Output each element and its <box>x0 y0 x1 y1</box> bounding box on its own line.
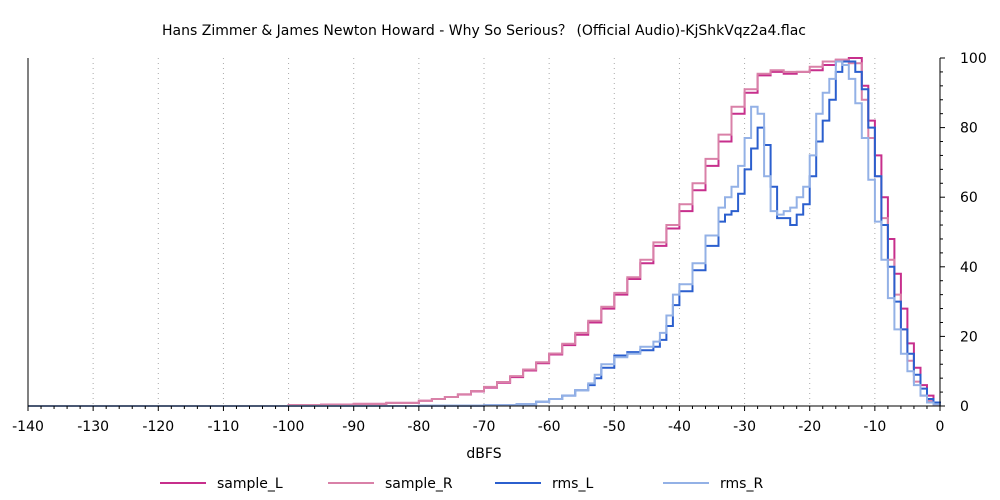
x-tick-label: -80 <box>407 419 430 435</box>
plot-series <box>28 57 941 407</box>
x-tick-label: -20 <box>798 419 821 435</box>
x-tick-label: -140 <box>12 419 44 435</box>
x-tick-label: -40 <box>668 419 691 435</box>
chart-title: Hans Zimmer & James Newton Howard - Why … <box>162 23 806 39</box>
series-line-sample-R <box>28 58 941 407</box>
series-line-rms-R <box>28 60 941 407</box>
y-tick-label: 0 <box>960 399 969 415</box>
x-tick-label: -120 <box>142 419 174 435</box>
x-tick-label: -70 <box>473 419 496 435</box>
x-tick-label: -110 <box>208 419 240 435</box>
x-axis-label: dBFS <box>466 446 501 462</box>
legend-item-sample-R: sample_R <box>328 476 453 492</box>
legend-item-sample-L: sample_L <box>160 476 283 492</box>
x-tick-label: -100 <box>273 419 305 435</box>
y-tick-label: 80 <box>960 121 978 137</box>
legend-label: sample_R <box>385 476 453 492</box>
legend-label: rms_R <box>720 476 763 492</box>
x-tick-label: -30 <box>733 419 756 435</box>
x-tick-label: 0 <box>936 419 945 435</box>
grid <box>27 58 876 406</box>
y-tick-label: 60 <box>960 190 978 206</box>
axes: -140 -130 -120 -110 -100 -90 -80 -70 -60 -50 -40 -3… <box>12 51 987 435</box>
x-tick-label: -50 <box>603 419 626 435</box>
x-tick-label: -90 <box>342 419 365 435</box>
y-tick-label: 100 <box>960 51 987 67</box>
x-tick-label: -130 <box>77 419 109 435</box>
legend-label: sample_L <box>217 476 283 492</box>
x-tick-label: -10 <box>863 419 886 435</box>
y-tick-label: 20 <box>960 329 978 345</box>
y-tick-label: 40 <box>960 260 978 276</box>
legend-item-rms-L: rms_L <box>495 476 593 492</box>
legend-item-rms-R: rms_R <box>663 476 763 492</box>
legend: sample_L sample_R rms_L rms_R <box>160 476 763 492</box>
x-tick-label: -60 <box>538 419 561 435</box>
legend-label: rms_L <box>552 476 593 492</box>
